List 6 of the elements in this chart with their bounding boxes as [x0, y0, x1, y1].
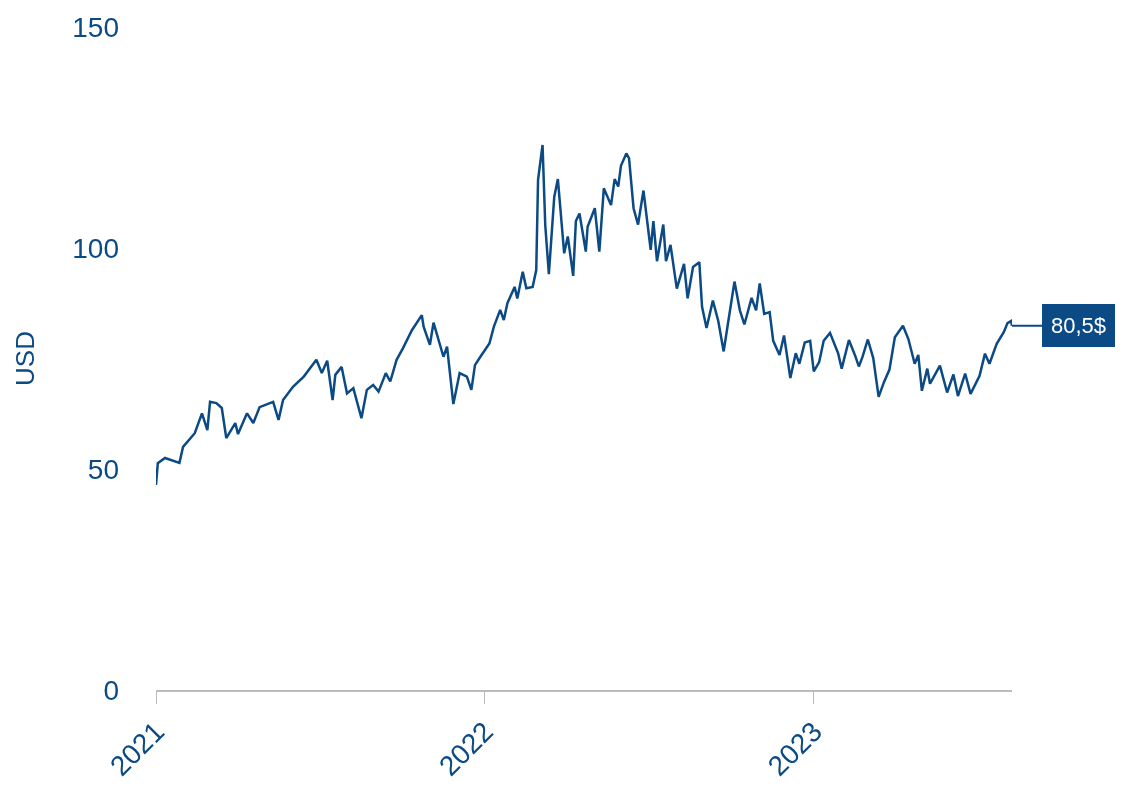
y-axis-title: USD: [9, 331, 40, 386]
y-tick-label: 50: [87, 453, 119, 485]
text: 80,5$: [1051, 313, 1107, 338]
y-tick-label: 0: [103, 674, 119, 706]
y-tick-label: 100: [72, 232, 119, 264]
y-tick-label: 150: [72, 11, 119, 43]
